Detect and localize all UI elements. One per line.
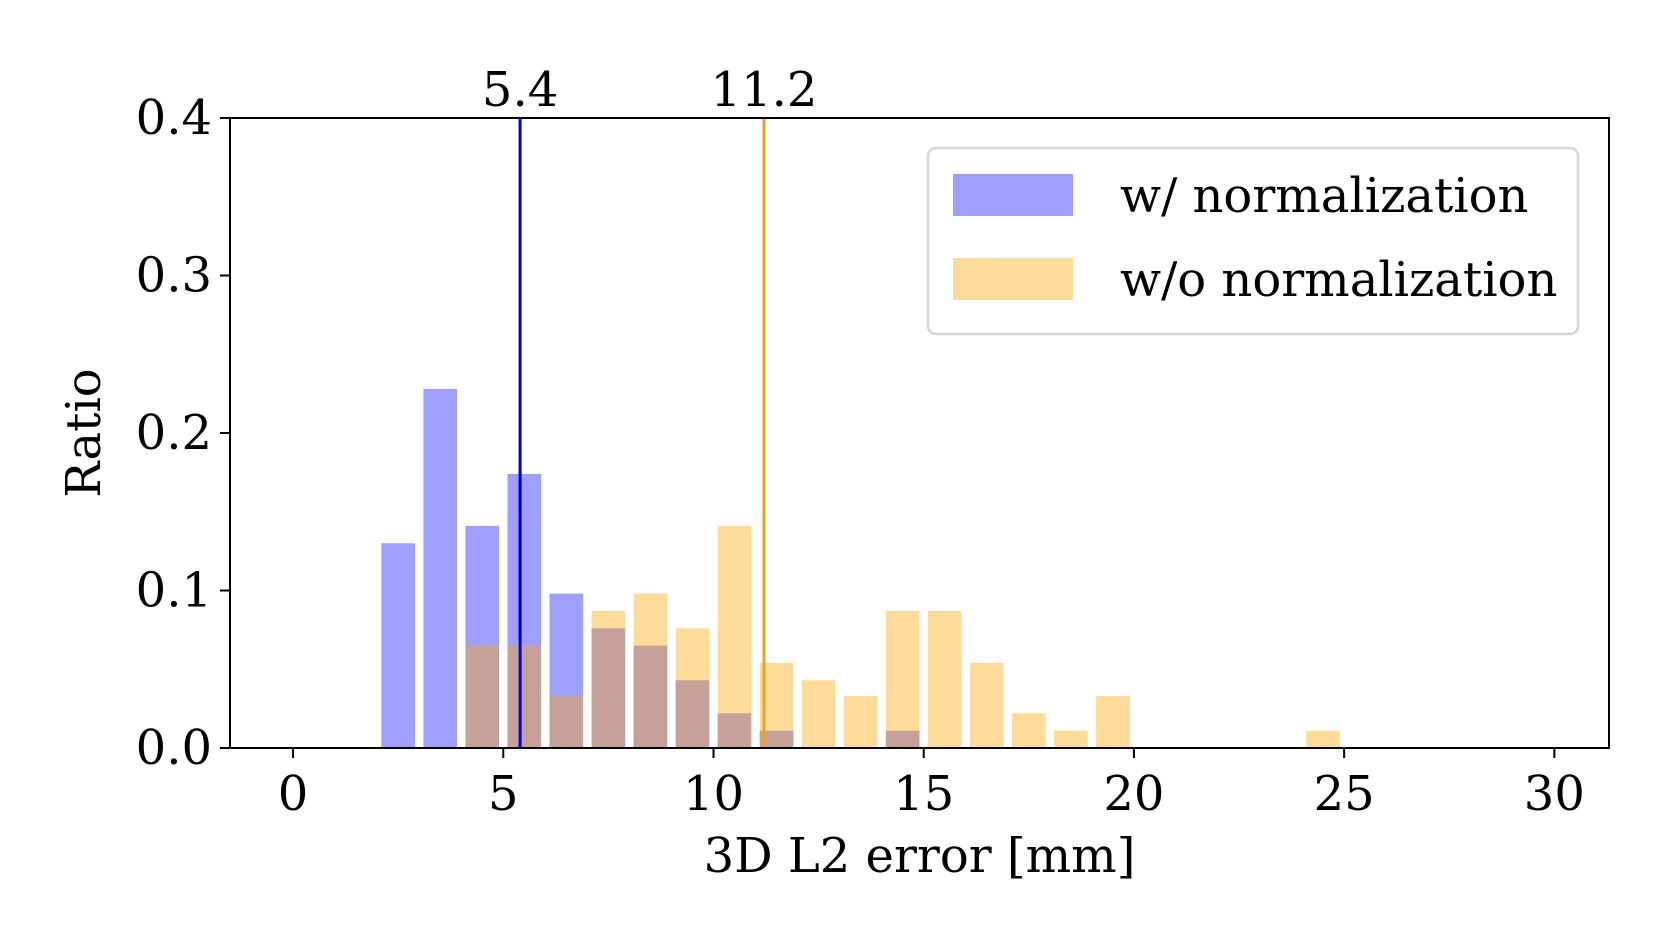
bar-with-normalization-3 [507,473,542,748]
y-tick-label-0: 0.0 [136,720,212,776]
x-tick-label-3: 15 [893,766,954,822]
bar-without-normalization-11 [843,696,878,748]
legend: w/ normalization w/o normalization [926,146,1580,336]
bar-with-normalization-7 [675,680,710,748]
bars-layer [381,388,1340,748]
legend-label-with-normalization: w/ normalization [1120,168,1528,224]
x-tick-label-2: 10 [683,766,744,822]
bar-with-normalization-12 [885,730,920,748]
bar-without-normalization-17 [1096,696,1130,748]
bar-without-normalization-6 [633,593,668,748]
bar-without-normalization-14 [969,662,1004,748]
y-tick-label-3: 0.3 [136,248,212,304]
y-tick-label-1: 0.1 [136,563,212,619]
legend-swatch-with-normalization [953,174,1073,216]
bar-without-normalization-4 [549,696,584,748]
x-axis-label: 3D L2 error [mm] [704,828,1136,884]
bar-without-normalization-13 [927,610,962,748]
bar-without-normalization-15 [1011,713,1046,748]
y-tick-label-2: 0.2 [136,405,212,461]
bar-with-normalization-0 [381,543,415,748]
bar-with-normalization-2 [465,525,500,748]
bar-without-normalization-22 [1306,730,1340,748]
legend-label-without-normalization: w/o normalization [1120,252,1557,308]
bar-without-normalization-5 [591,610,626,748]
legend-box [926,146,1580,336]
bar-without-normalization-10 [801,680,836,748]
x-tick-label-6: 30 [1524,766,1585,822]
bar-without-normalization-12 [885,610,920,748]
mean-line-label-1: 11.2 [711,62,818,118]
bar-without-normalization-16 [1054,730,1088,748]
bar-with-normalization-9 [759,730,794,748]
bar-without-normalization-3 [507,645,542,748]
vline-layer: 5.4 11.2 [482,62,817,748]
bar-with-normalization-4 [549,593,584,748]
bar-with-normalization-8 [717,713,752,748]
bar-with-normalization-1 [423,388,458,748]
x-tick-label-4: 20 [1103,766,1164,822]
x-tick-label-5: 25 [1314,766,1375,822]
bar-without-normalization-2 [465,645,500,748]
y-tick-label-4: 0.4 [136,90,212,146]
x-tick-label-0: 0 [278,766,309,822]
x-tick-label-1: 5 [488,766,519,822]
bar-without-normalization-7 [675,628,710,748]
mean-line-label-0: 5.4 [482,62,558,118]
bar-without-normalization-8 [717,525,752,748]
ticks-layer: 0 5 10 15 20 25 30 0.0 0.1 0.2 0.3 0.4 [136,90,1585,822]
y-axis-label: Ratio [56,368,112,497]
bar-with-normalization-6 [633,645,668,748]
legend-swatch-without-normalization [953,258,1073,300]
bar-with-normalization-5 [591,628,626,748]
